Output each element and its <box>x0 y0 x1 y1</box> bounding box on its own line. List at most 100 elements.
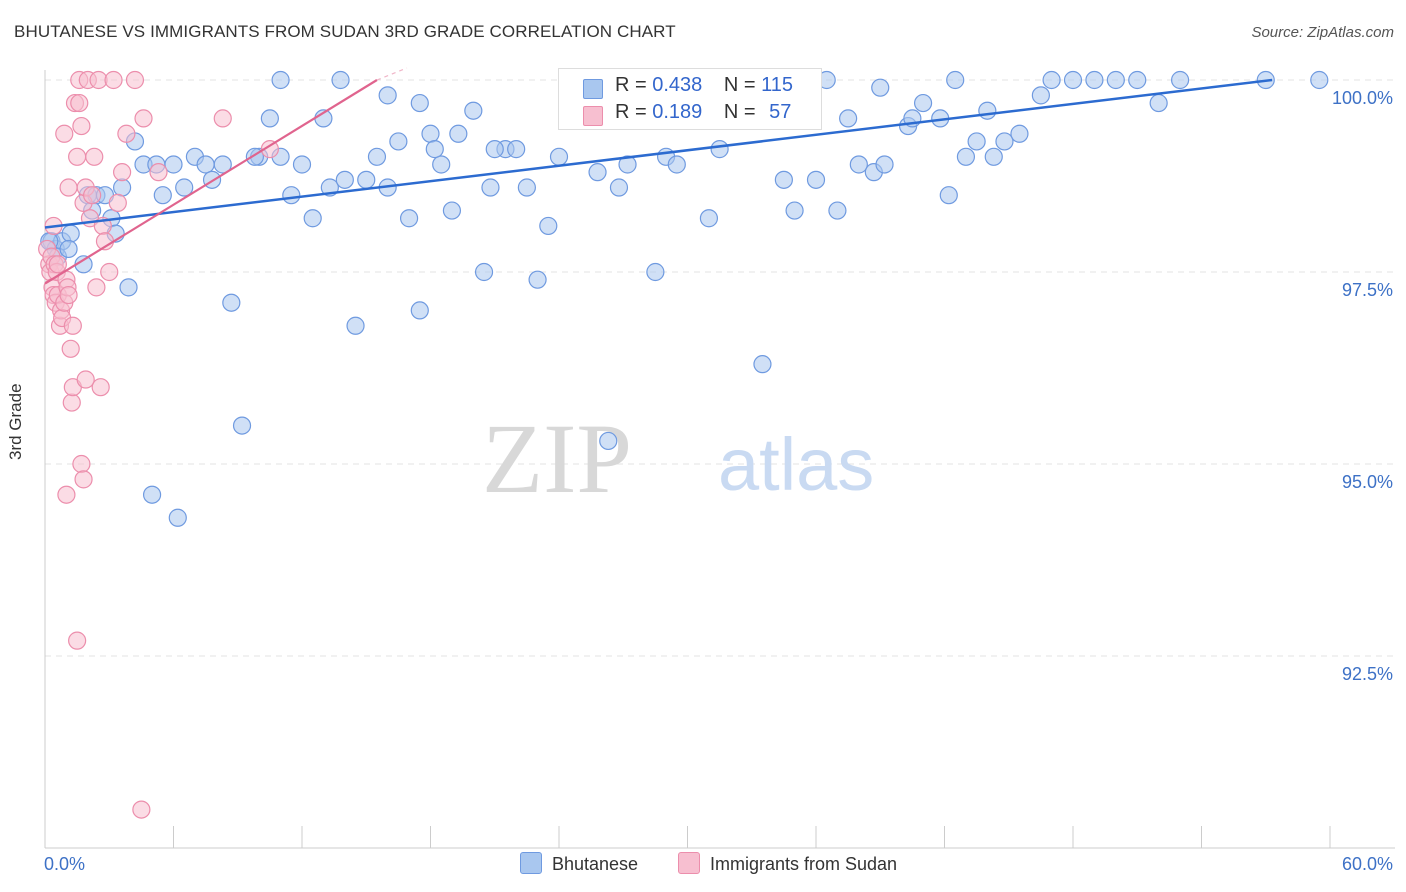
point-bhutanese <box>222 293 241 312</box>
point-bhutanese <box>774 170 793 189</box>
legend-label-bhutanese: Bhutanese <box>552 854 639 874</box>
point-bhutanese <box>481 178 500 197</box>
point-bhutanese <box>785 201 804 220</box>
point-sudan <box>85 147 104 166</box>
point-sudan <box>117 124 136 143</box>
point-bhutanese <box>618 155 637 174</box>
point-bhutanese <box>667 155 686 174</box>
point-bhutanese <box>875 155 894 174</box>
point-sudan <box>72 454 91 474</box>
point-bhutanese <box>1106 70 1125 90</box>
point-bhutanese <box>699 209 719 228</box>
point-sudan <box>68 147 87 166</box>
point-bhutanese <box>331 70 350 90</box>
point-sudan <box>55 124 74 143</box>
point-bhutanese <box>753 355 772 374</box>
point-bhutanese <box>839 109 858 128</box>
point-bhutanese <box>119 278 138 297</box>
r-label: R = <box>615 101 653 123</box>
point-bhutanese <box>112 178 132 197</box>
point-bhutanese <box>421 124 440 143</box>
point-sudan <box>63 316 82 335</box>
point-bhutanese <box>967 132 986 151</box>
n-label: N = <box>723 101 762 123</box>
stats-row-bhutanese: R = 0.438 N = 115 <box>583 74 794 100</box>
trend-lines <box>44 67 1273 285</box>
point-bhutanese <box>1128 70 1147 90</box>
point-sudan <box>132 800 151 819</box>
point-sudan <box>260 140 279 159</box>
series-bhutanese <box>40 70 1329 527</box>
stats-swatch-sudan <box>583 106 603 126</box>
point-bhutanese <box>507 140 526 159</box>
point-bhutanese <box>213 155 232 174</box>
point-sudan <box>68 631 87 650</box>
n-value-sudan: 57 <box>769 101 792 123</box>
point-bhutanese <box>399 209 419 228</box>
point-sudan <box>108 193 127 212</box>
point-bhutanese <box>946 70 965 90</box>
point-sudan <box>59 285 78 305</box>
point-sudan <box>76 370 95 389</box>
point-bhutanese <box>1310 70 1329 90</box>
point-bhutanese <box>410 301 429 320</box>
point-bhutanese <box>710 140 729 159</box>
x-tick-label: 60.0% <box>1342 854 1393 874</box>
point-sudan <box>91 378 110 397</box>
point-bhutanese <box>956 147 976 166</box>
point-bhutanese <box>378 86 397 105</box>
point-bhutanese <box>260 109 279 128</box>
point-sudan <box>134 109 153 128</box>
point-sudan <box>59 178 78 197</box>
source-label: Source: ZipAtlas.com <box>1251 24 1394 41</box>
point-sudan <box>70 93 89 113</box>
point-bhutanese <box>1031 86 1050 105</box>
point-bhutanese <box>168 508 187 527</box>
point-bhutanese <box>335 170 354 189</box>
point-bhutanese <box>357 170 376 189</box>
point-sudan <box>72 116 91 136</box>
y-tick-label: 97.5% <box>1342 280 1393 300</box>
point-sudan <box>62 393 81 412</box>
point-bhutanese <box>806 170 826 189</box>
point-sudan <box>149 163 168 182</box>
point-sudan <box>112 163 132 182</box>
y-tick-label: 95.0% <box>1342 472 1393 492</box>
point-bhutanese <box>517 178 536 197</box>
point-bhutanese <box>1085 70 1104 90</box>
point-sudan <box>74 470 93 489</box>
point-bhutanese <box>292 155 312 174</box>
point-sudan <box>125 70 145 90</box>
legend-label-sudan: Immigrants from Sudan <box>710 854 898 874</box>
point-sudan <box>83 186 102 205</box>
r-value-bhutanese: 0.438 <box>652 74 703 96</box>
point-bhutanese <box>346 316 365 335</box>
point-bhutanese <box>367 147 387 166</box>
point-bhutanese <box>599 431 618 451</box>
point-bhutanese <box>282 186 301 205</box>
axes <box>44 70 1395 849</box>
point-sudan <box>61 339 80 358</box>
y-tick-label: 92.5% <box>1342 664 1393 684</box>
legend-item-bhutanese[interactable]: Bhutanese <box>520 852 638 875</box>
point-bhutanese <box>609 178 629 197</box>
point-bhutanese <box>449 124 468 143</box>
point-bhutanese <box>271 70 290 90</box>
point-bhutanese <box>871 78 890 97</box>
point-bhutanese <box>196 155 215 174</box>
watermark-zip: ZIP <box>482 403 632 514</box>
point-bhutanese <box>389 132 408 151</box>
n-value-bhutanese: 115 <box>761 74 794 96</box>
series-immigrants-from-sudan <box>38 70 279 819</box>
point-sudan <box>100 262 119 282</box>
point-bhutanese <box>464 101 483 120</box>
point-sudan <box>87 278 106 297</box>
legend-item-sudan[interactable]: Immigrants from Sudan <box>678 852 897 875</box>
point-bhutanese <box>59 239 78 259</box>
point-sudan <box>48 255 67 274</box>
stats-swatch-bhutanese <box>583 79 603 99</box>
point-bhutanese <box>142 485 162 504</box>
point-bhutanese <box>828 201 847 220</box>
grid-lines <box>45 79 1395 657</box>
point-bhutanese <box>984 147 1003 166</box>
